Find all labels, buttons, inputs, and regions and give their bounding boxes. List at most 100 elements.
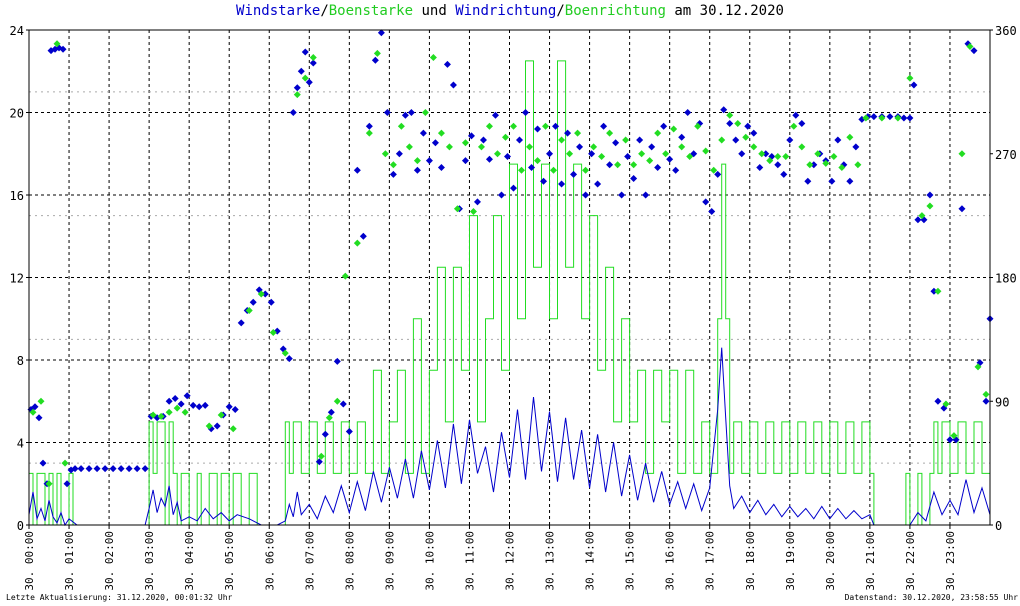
point-windrichtung <box>726 120 734 127</box>
point-windrichtung <box>738 150 746 158</box>
point-windrichtung <box>870 113 878 121</box>
point-boenrichtung <box>622 136 630 144</box>
point-boenrichtung <box>445 143 453 151</box>
point-windrichtung <box>720 106 728 114</box>
point-windrichtung <box>225 403 233 411</box>
x-tick-label: 30. 07:00 <box>303 531 316 591</box>
point-boenrichtung <box>157 412 165 420</box>
footer-data-state: Datenstand: 30.12.2020, 23:58:55 Uhr <box>844 593 1018 602</box>
point-boenrichtung <box>317 452 325 460</box>
point-boenrichtung <box>710 166 718 174</box>
point-boenrichtung <box>790 122 798 130</box>
x-tick-label: 30. 03:00 <box>143 531 156 591</box>
point-windrichtung <box>327 408 335 416</box>
x-tick-label: 30. 22:00 <box>904 531 917 591</box>
point-windrichtung <box>261 290 269 298</box>
y-right-tick-label: 270 <box>995 148 1017 162</box>
point-windrichtung <box>267 298 275 306</box>
point-boenrichtung <box>381 150 389 158</box>
point-boenrichtung <box>726 111 734 119</box>
point-windrichtung <box>305 78 313 86</box>
point-windrichtung <box>594 180 602 188</box>
point-boenrichtung <box>181 408 189 416</box>
point-windrichtung <box>117 465 125 473</box>
point-boenrichtung <box>281 349 289 357</box>
point-windrichtung <box>71 465 79 473</box>
title-slash-1: / <box>320 3 329 19</box>
point-windrichtung <box>926 191 934 199</box>
point-windrichtung <box>101 465 109 473</box>
point-windrichtung <box>828 177 836 185</box>
point-boenrichtung <box>782 153 790 160</box>
point-windrichtung <box>846 177 854 185</box>
point-windrichtung <box>576 143 584 151</box>
point-boenrichtung <box>614 161 622 169</box>
x-tick-label: 30. 14:00 <box>584 531 597 591</box>
point-boenrichtung <box>461 139 469 147</box>
point-boenrichtung <box>485 122 493 130</box>
point-windrichtung <box>606 161 614 169</box>
point-windrichtung <box>289 109 297 116</box>
point-windrichtung <box>934 397 942 405</box>
point-windrichtung <box>930 287 938 295</box>
point-boenrichtung <box>245 307 253 314</box>
point-windrichtung <box>315 458 323 466</box>
point-windrichtung <box>485 155 493 163</box>
series-windrichtung <box>27 29 994 488</box>
point-windrichtung <box>750 129 758 137</box>
point-windrichtung <box>642 191 650 199</box>
point-boenrichtung <box>534 157 542 165</box>
point-windrichtung <box>834 136 842 144</box>
point-windrichtung <box>353 166 361 174</box>
point-windrichtung <box>774 161 782 169</box>
point-boenrichtung <box>838 164 846 171</box>
point-windrichtung <box>31 403 39 411</box>
point-boenrichtung <box>926 202 934 210</box>
point-boenrichtung <box>814 150 822 158</box>
point-windrichtung <box>383 109 391 116</box>
point-boenrichtung <box>309 54 317 61</box>
point-boenrichtung <box>966 43 974 50</box>
point-boenrichtung <box>670 125 678 133</box>
point-windrichtung <box>165 397 173 405</box>
point-windrichtung <box>900 114 908 122</box>
point-boenrichtung <box>373 49 381 57</box>
point-windrichtung <box>237 319 245 327</box>
point-boenrichtung <box>165 408 173 416</box>
point-windrichtung <box>437 164 445 171</box>
point-windrichtung <box>431 139 439 147</box>
point-windrichtung <box>503 153 511 160</box>
point-windrichtung <box>666 155 674 163</box>
point-windrichtung <box>570 170 578 178</box>
point-windrichtung <box>141 465 149 473</box>
point-windrichtung <box>672 166 680 174</box>
point-boenrichtung <box>229 425 237 433</box>
point-boenrichtung <box>694 122 702 130</box>
x-tick-label: 30. 08:00 <box>343 531 356 591</box>
point-boenrichtung <box>61 459 69 467</box>
point-windrichtung <box>684 109 692 116</box>
point-boenrichtung <box>149 411 157 419</box>
point-windrichtung <box>419 129 427 137</box>
point-windrichtung <box>339 400 347 408</box>
x-tick-label: 30. 12:00 <box>504 531 517 591</box>
x-tick-label: 30. 04:00 <box>183 531 196 591</box>
point-boenrichtung <box>686 153 694 160</box>
point-windrichtung <box>395 150 403 158</box>
point-windrichtung <box>702 198 710 206</box>
point-windrichtung <box>345 428 353 435</box>
point-windrichtung <box>171 395 179 402</box>
point-windrichtung <box>461 157 469 165</box>
point-windrichtung <box>708 208 716 215</box>
point-windrichtung <box>552 122 560 130</box>
point-windrichtung <box>762 150 770 158</box>
point-boenrichtung <box>654 129 662 137</box>
point-windrichtung <box>624 153 632 160</box>
point-windrichtung <box>946 436 954 444</box>
point-boenrichtung <box>257 290 265 298</box>
point-boenrichtung <box>469 208 477 215</box>
point-boenrichtung <box>662 150 670 158</box>
point-boenrichtung <box>493 150 501 158</box>
point-windrichtung <box>133 465 141 473</box>
